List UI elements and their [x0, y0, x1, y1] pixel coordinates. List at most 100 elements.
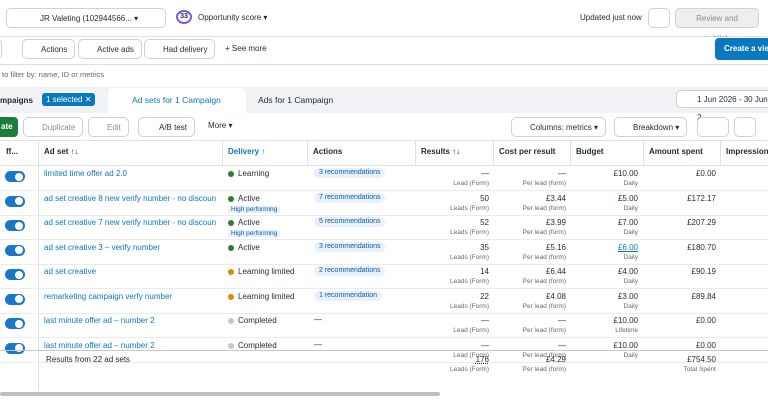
column-divider: [720, 141, 721, 165]
refresh-button[interactable]: [648, 8, 670, 28]
search-bar[interactable]: [0, 64, 768, 88]
date-picker[interactable]: 1 Jun 2026 - 30 Jun 2: [676, 90, 768, 122]
cost-label: Per lead (form): [522, 302, 566, 310]
column-header[interactable]: Cost per result: [499, 147, 556, 156]
breakdown-button[interactable]: Breakdown ▾: [614, 117, 688, 137]
column-header[interactable]: Amount spent: [649, 147, 703, 156]
cost-per-result: £5.16: [545, 242, 566, 252]
delivery-status: Active: [238, 218, 260, 227]
toggle-knob: [15, 246, 23, 254]
budget: £10.00: [613, 340, 638, 350]
columns-button[interactable]: Columns: metrics ▾: [511, 117, 607, 137]
budget-label: Daily: [623, 302, 638, 310]
delivery-status: Active: [238, 193, 260, 203]
amount-spent: £180.70: [687, 242, 716, 252]
ad-set-name[interactable]: ad set creative: [44, 267, 97, 276]
budget: £10.00: [613, 316, 638, 325]
status-dot: [228, 171, 234, 177]
cost-label: Per lead (form): [522, 180, 566, 187]
footer-spent: £754.50: [687, 355, 716, 364]
toggle-knob: [15, 319, 23, 328]
row-border: [0, 288, 768, 289]
recommendations[interactable]: 3 recommendations: [314, 241, 386, 252]
column-header[interactable]: Actions: [313, 147, 343, 156]
column-header[interactable]: ff...: [6, 147, 18, 156]
account-name: JR Valeting (102944566...: [40, 14, 132, 23]
ad-set-name[interactable]: ad set creative 7 new verify number - no…: [44, 218, 216, 227]
duplicate-button[interactable]: Duplicate: [23, 117, 84, 137]
export-button[interactable]: [734, 117, 756, 137]
ad-set-name[interactable]: ad set creative 3 – verify number: [44, 242, 161, 252]
results: —: [481, 316, 489, 325]
column-divider: [415, 141, 416, 165]
account-selector[interactable]: JR Valeting (102944566... ▾: [6, 8, 166, 28]
create-button[interactable]: ate: [0, 117, 18, 137]
status-dot: [228, 244, 234, 251]
recommendations: —: [314, 339, 322, 349]
budget-label: Daily: [623, 253, 638, 261]
create-view-button[interactable]: Create a vie: [715, 38, 768, 60]
filter-pill[interactable]: Actions: [22, 39, 76, 59]
status-dot: [228, 220, 234, 226]
recommendations[interactable]: 3 recommendations: [314, 168, 386, 178]
ad-set-name[interactable]: last minute offer ad – number 2: [44, 316, 155, 325]
cost-label: Per lead (form): [522, 327, 566, 334]
reports-button[interactable]: [697, 117, 729, 137]
results: 35: [480, 242, 489, 252]
column-header[interactable]: Results ↑↓: [421, 147, 461, 156]
budget: £10.00: [613, 169, 638, 178]
recommendations[interactable]: 1 recommendation: [314, 290, 382, 301]
filter-pill[interactable]: Active ads: [78, 39, 142, 59]
columns-text: Columns: metrics: [530, 123, 592, 132]
footer-label: Results from 22 ad sets: [46, 355, 131, 364]
cost-per-result: —: [558, 169, 566, 178]
row-border: [0, 239, 768, 240]
toggle-knob: [15, 197, 23, 205]
cost-label: Per lead (form): [522, 204, 566, 212]
amount-spent: £172.17: [687, 193, 716, 203]
row-border: [0, 337, 768, 338]
ad-set-name[interactable]: limited time offer ad 2.0: [44, 169, 128, 178]
ad-set-name[interactable]: remarketing campaign verfy number: [44, 291, 173, 301]
scrollbar[interactable]: [0, 392, 440, 396]
row-border: [0, 214, 768, 216]
see-more[interactable]: + See more: [225, 44, 267, 53]
toggle-knob: [15, 270, 23, 279]
column-header[interactable]: Budget: [576, 147, 604, 156]
adsets-tab[interactable]: [108, 88, 246, 113]
results: 50: [480, 193, 489, 203]
filter-pill[interactable]: Had delivery: [144, 39, 216, 59]
recommendations[interactable]: 5 recommendations: [314, 217, 386, 227]
more-button[interactable]: More ▾: [208, 121, 233, 130]
ad-set-name[interactable]: ad set creative 8 new verify number - no…: [44, 193, 216, 203]
footer-cost: £4.29: [545, 355, 566, 364]
budget-label: Daily: [623, 204, 638, 212]
budget-label: Daily: [623, 180, 638, 187]
delivery-status: Completed: [238, 316, 277, 325]
delivery-status: Active: [238, 242, 260, 252]
budget[interactable]: £6.00: [617, 242, 638, 252]
edit-button[interactable]: Edit: [88, 117, 129, 137]
footer-spent-label: Total Spent: [683, 366, 716, 373]
amount-spent: £207.29: [687, 218, 716, 227]
score-label[interactable]: Opportunity score ▾: [198, 13, 268, 22]
ad-set-name[interactable]: last minute offer ad – number 2: [44, 340, 155, 350]
ab-button[interactable]: A/B test: [138, 117, 196, 137]
cost-per-result: £3.44: [545, 193, 566, 203]
column-header[interactable]: Impressions: [726, 147, 768, 156]
recommendations[interactable]: 2 recommendations: [314, 266, 386, 276]
column-header[interactable]: Delivery ↑: [228, 147, 266, 156]
recommendations[interactable]: 7 recommendations: [314, 192, 386, 203]
column-header[interactable]: Ad set ↑↓: [44, 147, 79, 156]
selected-chip[interactable]: 1 selected ✕: [42, 93, 96, 106]
footer-results-label: Leads (Form): [449, 366, 489, 373]
delivery-status: Learning limited: [238, 291, 295, 301]
campaigns-tab[interactable]: mpaigns: [0, 96, 33, 105]
results-label: Lead (Form): [453, 351, 489, 359]
budget-label: Daily: [623, 229, 638, 236]
ads-tab-label[interactable]: Ads for 1 Campaign: [258, 95, 334, 105]
budget: £7.00: [617, 218, 638, 227]
results: —: [481, 169, 489, 178]
review-button[interactable]: Review and publish: [675, 8, 759, 43]
